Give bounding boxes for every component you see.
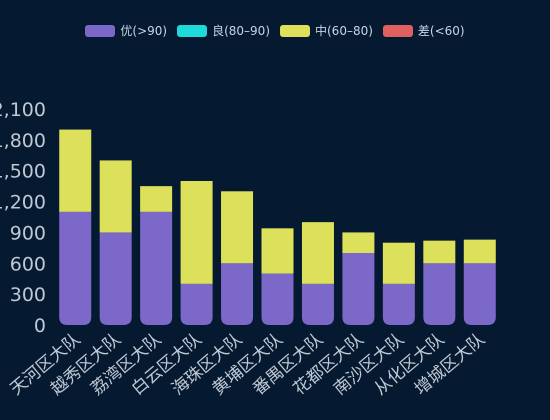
legend-item[interactable]: 良(80–90) (177, 22, 270, 39)
bar-segment[interactable] (99, 160, 132, 233)
bar-segment[interactable] (140, 211, 173, 325)
bar-segment[interactable] (261, 228, 294, 274)
y-tick-label: 300 (10, 284, 46, 306)
y-tick-label: 1,500 (0, 161, 46, 183)
bar-segment[interactable] (261, 273, 294, 325)
bar-segment[interactable] (140, 186, 173, 212)
bar-segment[interactable] (59, 129, 92, 212)
bar-segment[interactable] (423, 240, 456, 264)
bar-segment[interactable] (423, 263, 456, 325)
y-tick-label: 1,200 (0, 192, 46, 214)
bar-segment[interactable] (99, 232, 132, 325)
y-tick-label: 0 (34, 315, 46, 337)
bar-segment[interactable] (463, 263, 496, 325)
bar-segment[interactable] (221, 191, 254, 264)
legend-swatch (85, 24, 116, 37)
chart-legend: 优(>90) 良(80–90) 中(60–80) 差(<60) (0, 22, 550, 39)
legend-swatch (280, 24, 310, 37)
legend-label: 良(80–90) (212, 24, 270, 38)
legend-item[interactable]: 差(<60) (382, 22, 465, 39)
bar-segment[interactable] (463, 239, 496, 264)
bar-segment[interactable] (382, 242, 415, 284)
y-tick-label: 1,800 (0, 130, 46, 152)
legend-swatch (382, 24, 413, 37)
y-tick-label: 900 (10, 222, 46, 244)
bar-segment[interactable] (180, 181, 213, 284)
bar-segment[interactable] (342, 232, 375, 253)
y-tick-label: 600 (10, 253, 46, 275)
legend-item[interactable]: 中(60–80) (280, 22, 373, 39)
bar-segment[interactable] (382, 283, 415, 325)
legend-label: 差(<60) (417, 24, 465, 38)
bar-segment[interactable] (180, 283, 213, 325)
bar-segment[interactable] (301, 283, 334, 325)
legend-item[interactable]: 优(>90) (85, 22, 167, 39)
bar-segment[interactable] (342, 253, 375, 325)
bar-segment[interactable] (59, 211, 92, 325)
bar-segment[interactable] (221, 263, 254, 325)
legend-swatch (177, 24, 208, 37)
legend-label: 中(60–80) (315, 24, 373, 38)
bar-segment[interactable] (301, 222, 334, 284)
legend-label: 优(>90) (120, 24, 168, 38)
y-tick-label: 2,100 (0, 99, 46, 121)
